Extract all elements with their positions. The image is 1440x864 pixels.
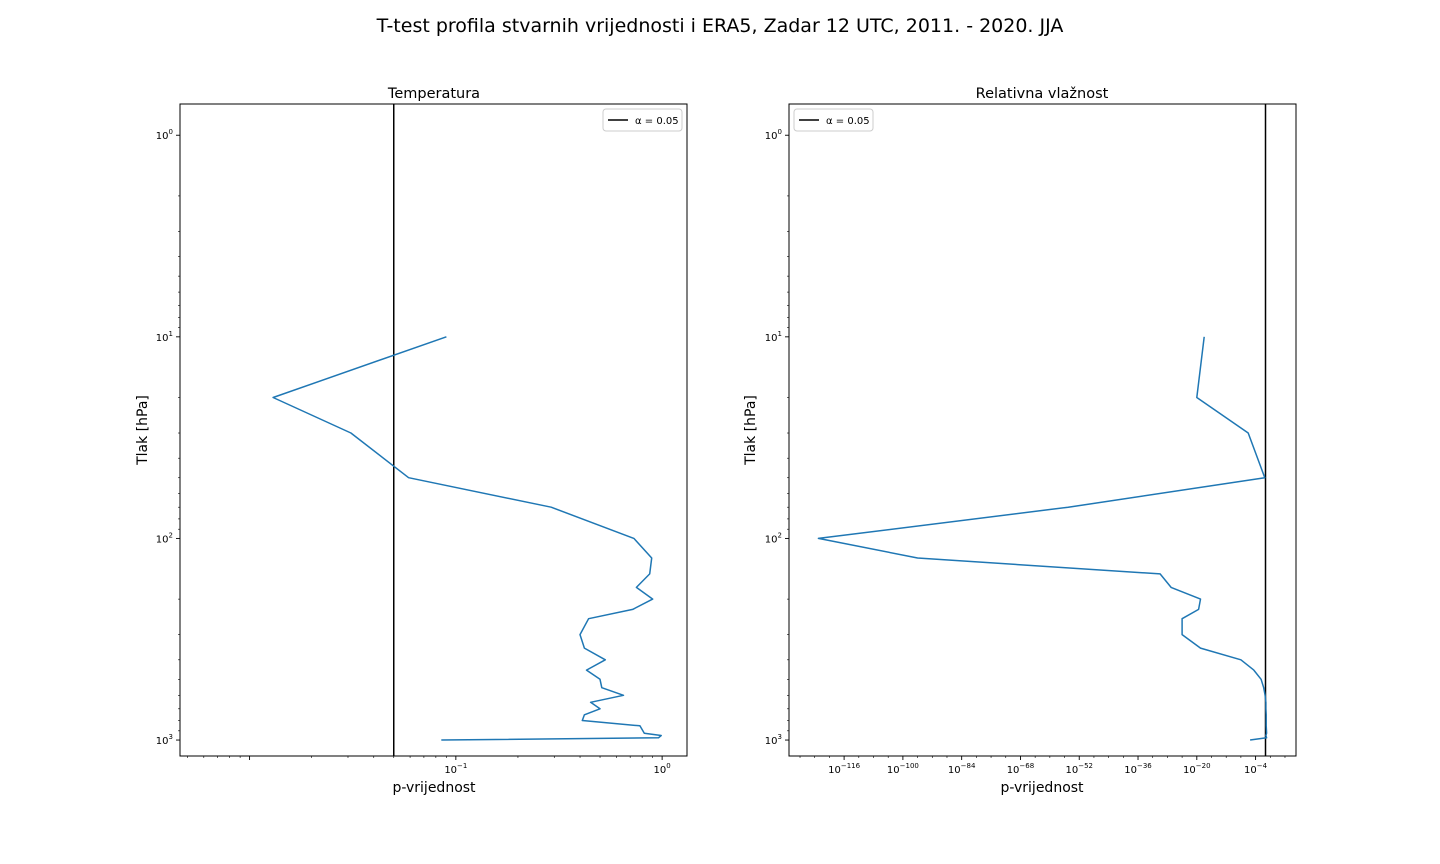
- humidity-x-axis-label: p-vrijednost: [1000, 780, 1084, 796]
- humidity-legend-box: [793, 108, 874, 132]
- humidity-panel: Relativna vlažnost p-vrijednost Tlak [hP…: [743, 86, 1297, 796]
- humidity-y-tick-label: 100: [765, 128, 782, 142]
- temperature-x-tick-label: 10−1: [444, 762, 467, 776]
- temperature-y-axis-label: Tlak [hPa]: [135, 395, 151, 466]
- temperature-panel: Temperatura p-vrijednost Tlak [hPa] 100 1…: [135, 86, 688, 796]
- temperature-pvalue-profile-line: [272, 336, 662, 741]
- humidity-x-tick-label: 10−4: [1244, 762, 1268, 776]
- humidity-x-tick-label: 10−100: [887, 762, 919, 776]
- temperature-legend-box: [602, 108, 683, 132]
- humidity-x-tick-label: 10−116: [828, 762, 861, 776]
- humidity-x-tick-label: 10−52: [1065, 762, 1093, 776]
- temperature-x-tick-label: 100: [654, 762, 671, 776]
- humidity-y-axis-label: Tlak [hPa]: [743, 395, 759, 466]
- humidity-legend-label: α = 0.05: [826, 116, 870, 127]
- humidity-plot-frame: [788, 103, 1297, 757]
- temperature-y-tick-label: 100: [156, 128, 173, 142]
- temperature-y-tick-label: 102: [156, 531, 173, 545]
- humidity-legend: α = 0.05: [793, 108, 874, 132]
- humidity-y-tick-label: 103: [765, 733, 782, 747]
- temperature-panel-title: Temperatura: [387, 86, 480, 102]
- temperature-y-tick-label: 103: [156, 733, 173, 747]
- humidity-x-tick-label: 10−84: [948, 762, 976, 776]
- humidity-panel-title: Relativna vlažnost: [976, 86, 1109, 102]
- temperature-x-axis-label: p-vrijednost: [392, 780, 476, 796]
- temperature-legend: α = 0.05: [602, 108, 683, 132]
- humidity-x-tick-label: 10−36: [1124, 762, 1152, 776]
- humidity-pvalue-profile-line: [817, 336, 1268, 741]
- humidity-x-tick-label: 10−68: [1007, 762, 1035, 776]
- figure-suptitle: T-test profila stvarnih vrijednosti i ER…: [376, 15, 1064, 37]
- temperature-legend-label: α = 0.05: [635, 116, 679, 127]
- temperature-plot-frame: [179, 103, 688, 757]
- humidity-y-tick-label: 101: [765, 330, 782, 344]
- humidity-x-tick-label: 10−20: [1183, 762, 1211, 776]
- temperature-y-tick-label: 101: [156, 330, 173, 344]
- humidity-y-tick-label: 102: [765, 531, 782, 545]
